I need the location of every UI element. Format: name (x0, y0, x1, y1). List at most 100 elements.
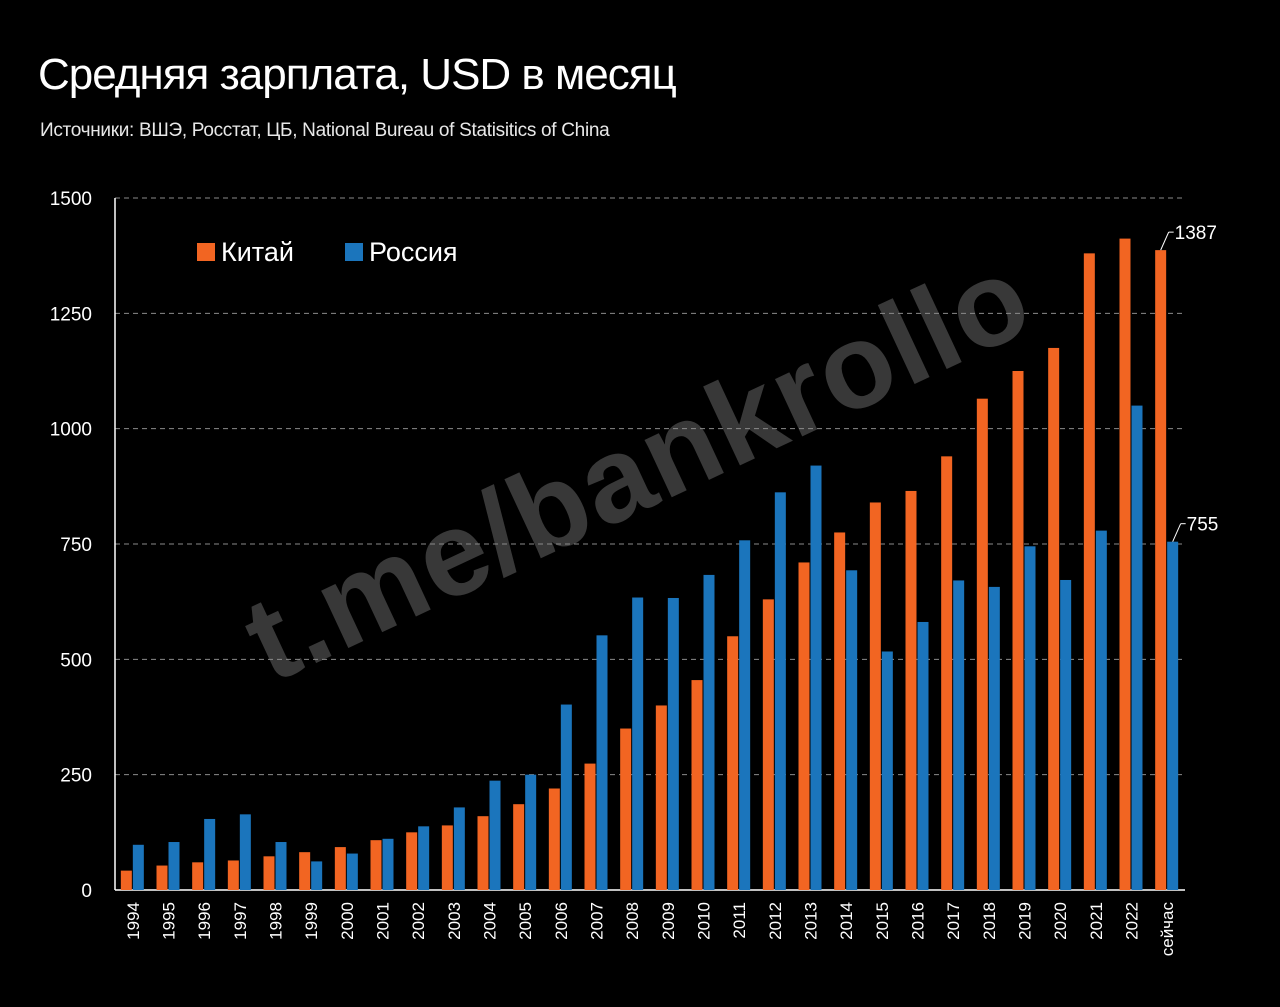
bar-china (441, 825, 453, 890)
bar-russia (667, 597, 679, 890)
bar-russia (846, 570, 858, 890)
bar-china (156, 865, 168, 890)
y-tick-label: 1250 (50, 304, 92, 325)
legend-swatch-russia (345, 243, 363, 261)
bar-china (192, 862, 204, 890)
bar-china (1155, 250, 1167, 890)
x-tick-label: 2001 (374, 902, 393, 940)
x-tick-label: 2016 (909, 902, 928, 940)
page-subtitle: Источники: ВШЭ, Росстат, ЦБ, National Bu… (40, 120, 610, 141)
bar-china (263, 856, 275, 890)
x-tick-label: 2013 (802, 902, 821, 940)
bar-china (513, 804, 525, 890)
bar-russia (1095, 530, 1107, 890)
x-tick-label: 2000 (338, 902, 357, 940)
bar-china (1048, 347, 1060, 890)
annotation-leader (1160, 231, 1170, 251)
bar-russia (988, 586, 1000, 890)
bar-russia (1060, 579, 1072, 890)
y-tick-label: 1000 (50, 420, 92, 441)
bar-china (620, 728, 632, 890)
x-tick-label: 2022 (1123, 902, 1142, 940)
bar-russia (1024, 546, 1036, 890)
bar-russia (703, 574, 715, 890)
bar-china (477, 816, 489, 890)
bar-russia (453, 807, 465, 890)
bar-russia (204, 818, 216, 890)
bar-china (798, 562, 810, 890)
x-tick-label: 1994 (124, 902, 143, 940)
bar-russia (596, 635, 608, 890)
bar-china (584, 763, 596, 890)
bar-china (299, 852, 311, 890)
x-tick-label: 2006 (552, 902, 571, 940)
bar-russia (311, 861, 323, 890)
x-tick-label: 2012 (766, 902, 785, 940)
annotation-leader (1172, 523, 1182, 542)
bar-russia (489, 780, 501, 890)
bar-russia (1167, 541, 1179, 890)
x-tick-label: 2003 (445, 902, 464, 940)
bar-china (762, 599, 774, 890)
bar-china (691, 680, 703, 890)
page-title: Средняя зарплата, USD в месяц (38, 50, 677, 99)
bar-russia (774, 492, 786, 890)
x-tick-label: 2004 (481, 902, 500, 940)
bar-china (370, 840, 382, 890)
x-tick-label: 2018 (980, 902, 999, 940)
bar-china (727, 636, 739, 890)
x-tick-label: 2010 (695, 902, 714, 940)
bar-russia (132, 844, 144, 890)
bar-russia (739, 540, 751, 890)
bar-china (976, 398, 988, 890)
bar-russia (632, 597, 644, 890)
bar-russia (275, 842, 287, 890)
legend-label-china: Китай (221, 237, 294, 267)
x-tick-label: сейчас (1158, 902, 1177, 957)
bar-china (334, 847, 346, 890)
legend-label-russia: Россия (369, 237, 458, 267)
bar-russia (953, 580, 965, 890)
x-tick-label: 2015 (873, 902, 892, 940)
x-tick-label: 1997 (231, 902, 250, 940)
bar-russia (881, 651, 893, 890)
bar-china (1083, 253, 1095, 891)
x-tick-label: 1999 (302, 902, 321, 940)
annotation-label: 1387 (1175, 223, 1217, 244)
bar-russia (239, 814, 251, 890)
x-tick-label: 2009 (659, 902, 678, 940)
bar-china (548, 788, 560, 890)
annotation-label: 755 (1187, 515, 1219, 536)
x-tick-label: 2014 (837, 902, 856, 940)
x-tick-label: 2017 (944, 902, 963, 940)
bar-russia (560, 704, 572, 890)
bar-china (834, 532, 846, 890)
y-tick-label: 0 (81, 881, 92, 902)
bar-china (1119, 238, 1131, 890)
bar-russia (382, 838, 394, 890)
y-tick-label: 500 (60, 650, 92, 671)
bar-russia (917, 621, 929, 890)
bar-china (227, 860, 239, 890)
y-tick-label: 750 (60, 535, 92, 556)
y-tick-label: 1500 (50, 189, 92, 210)
bar-china (905, 490, 917, 890)
bar-russia (418, 826, 430, 890)
x-tick-label: 2021 (1087, 902, 1106, 940)
bar-russia (1131, 405, 1143, 890)
x-tick-label: 2020 (1051, 902, 1070, 940)
y-tick-label: 250 (60, 766, 92, 787)
bar-china (120, 870, 132, 890)
x-tick-label: 1995 (160, 902, 179, 940)
x-tick-label: 2005 (516, 902, 535, 940)
x-tick-label: 2019 (1016, 902, 1035, 940)
x-tick-label: 2008 (623, 902, 642, 940)
x-tick-label: 1998 (267, 902, 286, 940)
x-tick-label: 2007 (588, 902, 607, 940)
x-tick-label: 1996 (195, 902, 214, 940)
x-tick-label: 2011 (730, 902, 749, 939)
legend-swatch-china (197, 243, 215, 261)
bar-china (655, 705, 667, 890)
bar-china (869, 502, 881, 890)
